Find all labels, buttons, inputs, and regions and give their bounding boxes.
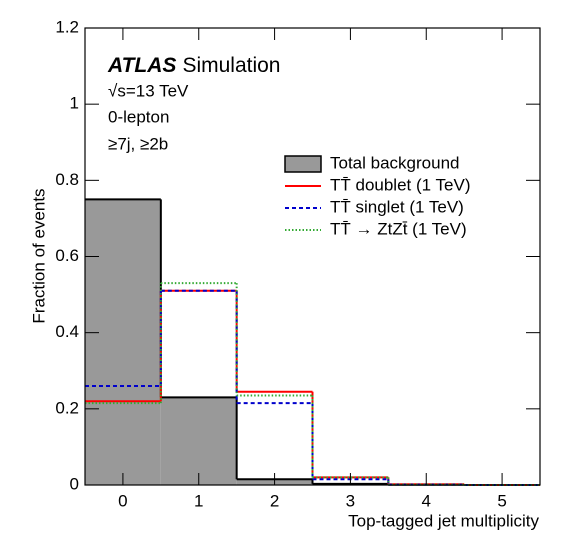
x-tick-label: 5 [497, 491, 506, 510]
annotation: √s=13 TeV [108, 81, 189, 100]
legend-label: TT̄ singlet (1 TeV) [330, 197, 464, 216]
legend-swatch [284, 155, 322, 173]
label: Simulation [182, 54, 280, 77]
y-tick-label: 0.2 [55, 398, 79, 417]
y-tick-label: 0.6 [55, 246, 79, 265]
y-axis-label: Fraction of events [29, 188, 48, 323]
y-tick-label: 0.4 [55, 322, 79, 341]
histogram-bar [160, 397, 237, 485]
legend-label: Total background [330, 153, 459, 172]
x-tick-label: 2 [270, 491, 279, 510]
y-tick-label: 0 [70, 474, 79, 493]
experiment: ATLAS [107, 54, 176, 77]
x-axis-label: Top-tagged jet multiplicity [348, 511, 539, 530]
legend-label: TT̄ doublet (1 TeV) [330, 175, 470, 194]
experiment-label: ATLAS Simulation [107, 54, 281, 77]
x-tick-label: 4 [422, 491, 431, 510]
y-tick-label: 1 [70, 94, 79, 113]
annotation: ≥7j, ≥2b [108, 134, 168, 153]
annotation: 0-lepton [108, 107, 169, 126]
x-tick-label: 3 [346, 491, 355, 510]
y-tick-label: 1.2 [55, 17, 79, 36]
histogram-bar [85, 199, 161, 485]
y-tick-label: 0.8 [55, 170, 79, 189]
legend-label: TT̄ → ZtZt̄ (1 TeV) [330, 219, 467, 238]
x-tick-label: 0 [118, 491, 127, 510]
x-tick-label: 1 [194, 491, 203, 510]
